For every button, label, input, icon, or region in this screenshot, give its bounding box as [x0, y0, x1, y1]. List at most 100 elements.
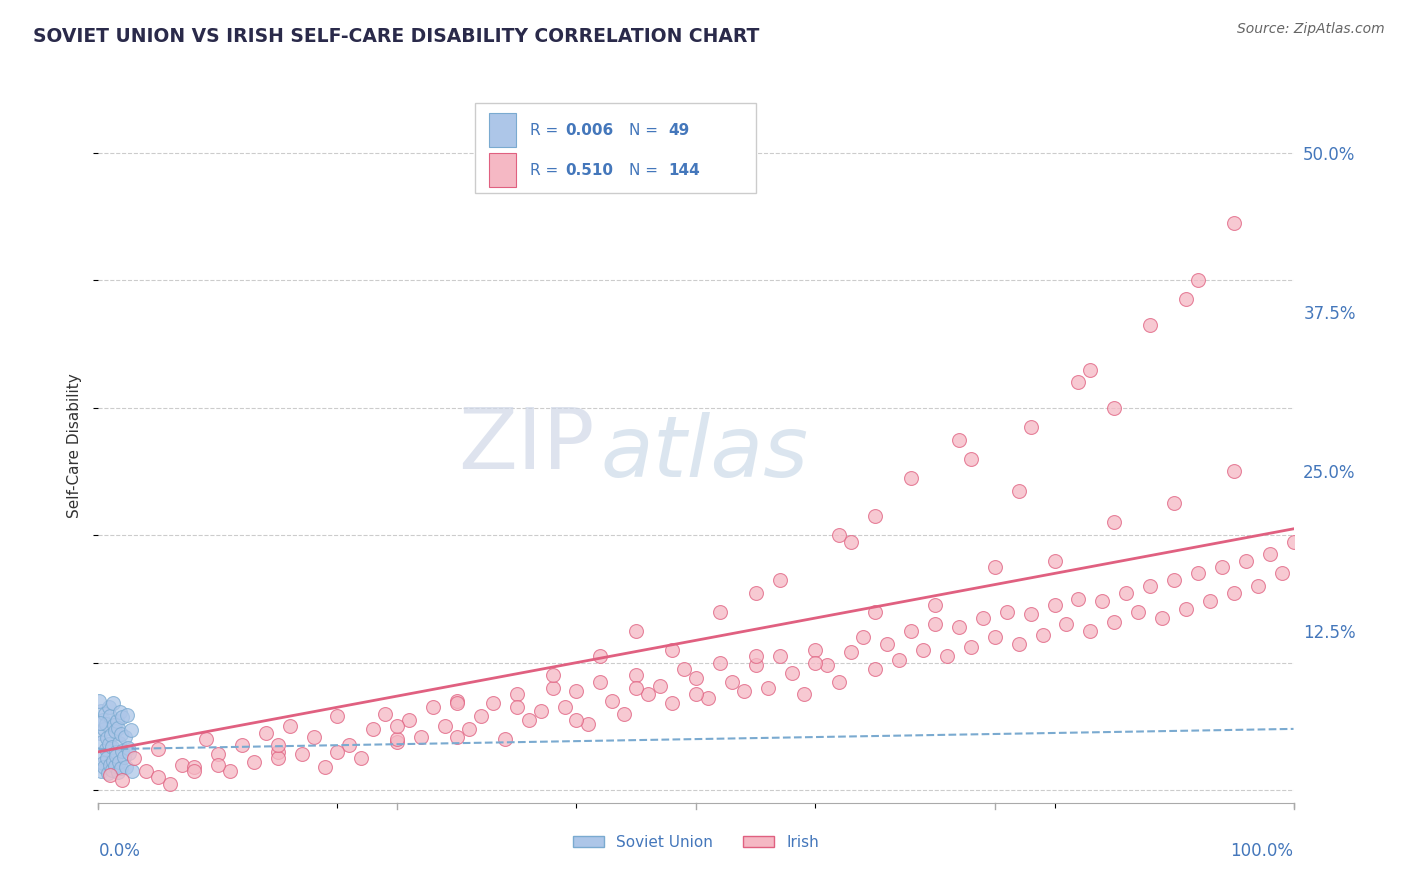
Point — [107, 765, 129, 780]
Point — [1056, 617, 1078, 632]
Point — [87, 694, 110, 708]
Point — [1152, 611, 1174, 625]
Point — [530, 704, 553, 718]
Y-axis label: Self-Care Disability: Self-Care Disability — [67, 374, 83, 518]
Point — [960, 451, 983, 466]
Point — [100, 728, 122, 742]
Point — [103, 718, 125, 732]
Point — [828, 528, 851, 542]
Point — [900, 624, 922, 638]
Point — [398, 713, 420, 727]
Point — [995, 605, 1018, 619]
Point — [183, 764, 205, 778]
Point — [589, 674, 612, 689]
Point — [1008, 483, 1031, 498]
Point — [91, 713, 114, 727]
Point — [1175, 293, 1198, 307]
Point — [94, 742, 117, 756]
Point — [1163, 496, 1185, 510]
Point — [506, 700, 529, 714]
Point — [709, 656, 731, 670]
Point — [96, 731, 118, 745]
Point — [117, 741, 139, 756]
Point — [637, 688, 659, 702]
Point — [89, 715, 111, 730]
Point — [103, 759, 125, 773]
FancyBboxPatch shape — [475, 103, 756, 193]
Point — [1258, 547, 1281, 561]
Point — [1080, 362, 1102, 376]
Point — [101, 697, 124, 711]
Point — [1247, 579, 1270, 593]
Point — [578, 716, 600, 731]
Point — [267, 751, 290, 765]
Point — [446, 730, 468, 744]
Point — [828, 674, 851, 689]
Point — [541, 668, 564, 682]
Point — [1223, 465, 1246, 479]
Point — [93, 722, 115, 736]
Point — [1008, 636, 1031, 650]
Point — [889, 653, 911, 667]
Point — [1032, 627, 1054, 641]
Point — [98, 737, 121, 751]
Point — [613, 706, 636, 721]
Point — [219, 764, 242, 778]
Point — [121, 764, 143, 778]
Point — [1211, 560, 1233, 574]
Point — [254, 725, 277, 739]
Point — [972, 611, 994, 625]
Point — [817, 658, 839, 673]
Point — [602, 694, 624, 708]
Point — [804, 656, 827, 670]
Point — [1271, 566, 1294, 581]
Point — [1104, 516, 1126, 530]
Point — [385, 719, 409, 733]
Point — [91, 756, 114, 771]
Point — [1067, 376, 1090, 390]
Point — [458, 722, 481, 736]
Point — [97, 700, 120, 714]
Point — [374, 706, 396, 721]
Point — [1043, 599, 1066, 613]
Point — [91, 734, 114, 748]
Point — [924, 617, 946, 632]
Point — [1223, 585, 1246, 599]
Point — [96, 716, 118, 731]
Point — [470, 709, 492, 723]
Text: R =: R = — [530, 163, 562, 178]
Point — [111, 710, 134, 724]
Point — [267, 739, 290, 753]
Text: 49: 49 — [668, 123, 690, 137]
Text: atlas: atlas — [600, 411, 808, 495]
Point — [326, 709, 349, 723]
Point — [98, 768, 122, 782]
Text: N =: N = — [628, 163, 662, 178]
Point — [745, 649, 768, 664]
Point — [1043, 554, 1066, 568]
Point — [231, 739, 253, 753]
Point — [100, 763, 122, 777]
Point — [948, 433, 970, 447]
Point — [110, 727, 132, 741]
Point — [769, 649, 792, 664]
Point — [876, 636, 898, 650]
Point — [98, 757, 121, 772]
Point — [554, 700, 576, 714]
Point — [1091, 594, 1114, 608]
Point — [1104, 401, 1126, 415]
Point — [278, 719, 301, 733]
Point — [110, 761, 132, 775]
Point — [756, 681, 779, 695]
Point — [1187, 566, 1209, 581]
Point — [1187, 273, 1209, 287]
Point — [1163, 573, 1185, 587]
Point — [350, 751, 373, 765]
Point — [948, 620, 970, 634]
Point — [422, 700, 444, 714]
Point — [118, 746, 141, 760]
Point — [385, 734, 409, 748]
Point — [96, 751, 118, 765]
Text: SOVIET UNION VS IRISH SELF-CARE DISABILITY CORRELATION CHART: SOVIET UNION VS IRISH SELF-CARE DISABILI… — [32, 28, 759, 46]
Point — [912, 643, 935, 657]
